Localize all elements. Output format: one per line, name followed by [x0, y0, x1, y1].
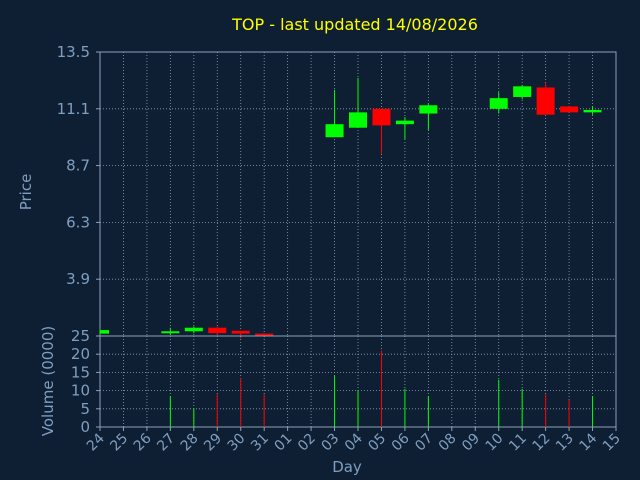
candlestick	[395, 117, 414, 140]
volume-tick-label: 5	[80, 400, 90, 418]
x-tick-label: 14	[576, 430, 600, 454]
candlestick	[419, 104, 438, 131]
candlestick	[184, 326, 203, 334]
price-tick-label: 6.3	[66, 213, 90, 231]
x-tick-label: 03	[318, 431, 342, 455]
x-tick-label: 15	[600, 431, 624, 455]
candlestick	[231, 330, 250, 339]
candlestick	[583, 106, 602, 115]
candlestick	[161, 327, 180, 335]
x-tick-label: 26	[131, 430, 155, 454]
x-tick-label: 08	[436, 431, 460, 455]
volume-axis-label: Volume (0000)	[39, 326, 57, 436]
candlestick	[372, 108, 391, 154]
candle-body	[372, 108, 391, 126]
x-tick-label: 10	[483, 431, 507, 455]
x-axis-ticks: 24 25 26 27 28 29 30 31 01 02 03 04 05 06 07 08 09 10 11 12…	[84, 427, 624, 454]
x-tick-label: 12	[530, 431, 554, 455]
price-axis-label: Price	[17, 174, 35, 211]
candle-body	[583, 109, 602, 113]
volume-tick-label: 0	[80, 418, 90, 436]
x-tick-label: 25	[107, 431, 131, 455]
volume-tick-label: 10	[71, 382, 90, 400]
x-tick-label: 09	[459, 431, 483, 455]
chart-title: TOP - last updated 14/08/2026	[231, 15, 478, 34]
candle-body	[161, 331, 180, 334]
x-tick-label: 29	[201, 431, 225, 455]
candlestick	[99, 328, 109, 334]
candlestick	[513, 85, 532, 100]
candlestick	[325, 89, 344, 138]
x-tick-label: 27	[154, 431, 178, 455]
candle-body	[419, 105, 438, 114]
price-tick-label: 3.9	[66, 270, 90, 288]
x-tick-label: 11	[506, 431, 530, 455]
volume-tick-label: 20	[71, 345, 90, 363]
candlestick	[560, 106, 579, 113]
candlestick	[536, 82, 555, 115]
candle-body	[325, 124, 344, 138]
price-tick-label: 13.5	[57, 43, 90, 61]
candle-body	[395, 120, 414, 125]
volume-tick-label: 15	[71, 363, 90, 381]
x-tick-label: 07	[412, 431, 436, 455]
candle-body	[231, 330, 250, 334]
x-tick-label: 01	[272, 431, 296, 455]
candlestick	[349, 78, 367, 128]
x-tick-label: 31	[248, 431, 272, 455]
x-tick-label: 02	[295, 431, 319, 455]
candle-body	[100, 330, 109, 334]
price-tick-label: 11.1	[57, 100, 90, 118]
candle-body	[349, 112, 367, 128]
price-tick-label: 8.7	[66, 157, 90, 175]
candlestick	[208, 326, 227, 335]
candle-body	[255, 333, 274, 336]
x-tick-label: 05	[365, 431, 389, 455]
candle-body	[184, 327, 203, 332]
candle-body	[560, 106, 579, 113]
candle-body	[536, 87, 555, 115]
candlestick	[489, 92, 508, 114]
candle-body	[208, 327, 227, 334]
x-tick-label: 30	[225, 431, 249, 455]
x-axis-label: Day	[332, 458, 362, 476]
price-panel: 13.5 11.1 8.7 6.3 3.9	[57, 43, 617, 339]
x-tick-label: 28	[178, 431, 202, 455]
candle-body	[513, 86, 532, 97]
volume-tick-label: 25	[71, 327, 90, 345]
x-tick-label: 04	[342, 430, 366, 454]
x-tick-label: 13	[553, 431, 577, 455]
candle-body	[489, 98, 508, 109]
x-tick-label: 06	[389, 430, 413, 454]
